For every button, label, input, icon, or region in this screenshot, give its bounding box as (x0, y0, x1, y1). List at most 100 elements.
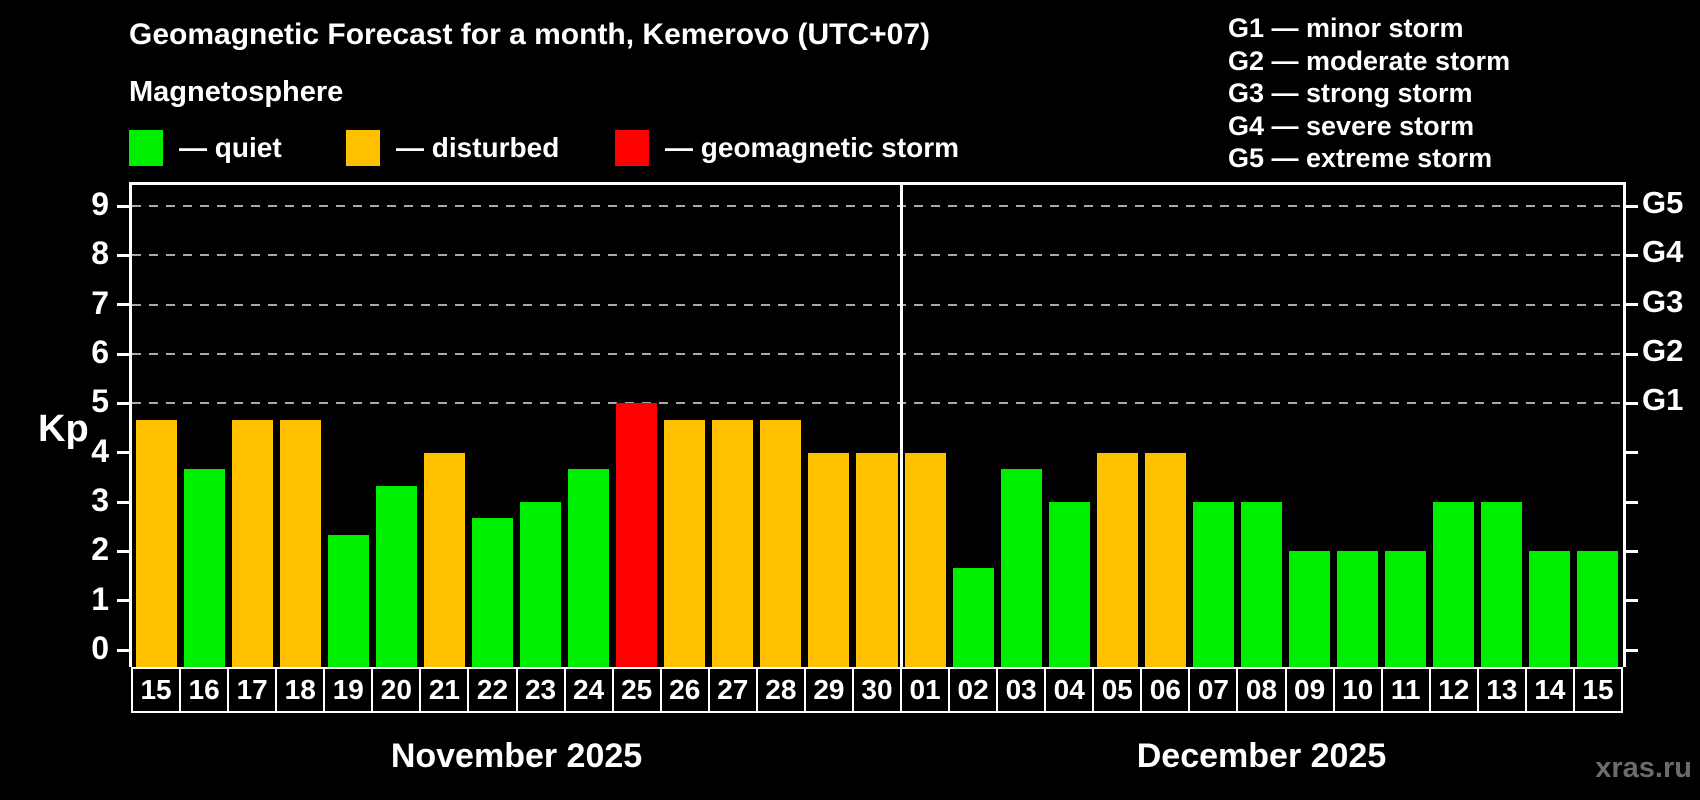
kp-bar-quiet (1048, 502, 1090, 667)
legend-label: — geomagnetic storm (665, 132, 960, 163)
kp-bar-quiet (183, 468, 225, 667)
y-tick-right (1625, 549, 1638, 553)
kp-bar-disturbed (1144, 452, 1186, 667)
kp-bar-disturbed (856, 452, 898, 667)
month-separator-line (899, 182, 903, 667)
y-tick-left (117, 451, 130, 455)
date-cell: 22 (467, 667, 518, 713)
kp-bar-disturbed (279, 419, 321, 667)
gridline-G2 (132, 353, 1622, 356)
kp-bar-quiet (1433, 502, 1475, 667)
y-tick-right (1625, 253, 1638, 257)
date-cell: 02 (948, 667, 999, 713)
date-cell: 17 (227, 667, 278, 713)
chart-title: Geomagnetic Forecast for a month, Kemero… (129, 18, 931, 51)
plot-border-right (1623, 182, 1626, 667)
date-cell: 09 (1284, 667, 1335, 713)
kp-bar-quiet (1577, 551, 1619, 667)
g-label-G1: G1 (1642, 382, 1684, 418)
y-tick-label: 2 (91, 531, 109, 568)
y-tick-left (117, 253, 130, 257)
legend-swatch-storm (615, 130, 649, 166)
storm-scale-line: G5 — extreme storm (1228, 143, 1493, 173)
plot-border-top (129, 182, 1626, 185)
kp-bar-disturbed (135, 419, 177, 667)
y-tick-left (117, 204, 130, 208)
watermark: xras.ru (1595, 752, 1692, 784)
date-cell: 23 (515, 667, 566, 713)
kp-bar-quiet (327, 535, 369, 667)
kp-bar-quiet (1385, 551, 1427, 667)
y-tick-label: 9 (91, 186, 109, 223)
date-cell: 19 (323, 667, 374, 713)
storm-scale-legend: G1 — minor storm G2 — moderate storm G3 — … (1228, 12, 1510, 175)
date-cell: 30 (851, 667, 903, 713)
y-tick-label: 0 (91, 630, 109, 666)
kp-bar-disturbed (904, 452, 946, 667)
date-cell: 15 (1572, 667, 1623, 713)
date-cell: 04 (1044, 667, 1095, 713)
date-cell: 10 (1332, 667, 1383, 713)
date-cell: 01 (900, 667, 951, 713)
date-cell: 05 (1092, 667, 1143, 713)
chart-subtitle: Magnetosphere (129, 76, 344, 108)
y-tick-label: 8 (91, 235, 109, 272)
date-cell: 29 (803, 667, 854, 713)
date-cell: 15 (131, 667, 182, 713)
date-cell: 12 (1428, 667, 1479, 713)
date-cell: 06 (1140, 667, 1191, 713)
legend-item: — geomagnetic storm (615, 128, 959, 168)
gridline-G4 (132, 254, 1622, 257)
g-label-G3: G3 (1642, 283, 1684, 319)
g-label-G2: G2 (1642, 333, 1684, 369)
storm-scale-line: G4 — severe storm (1228, 110, 1475, 141)
kp-bar-disturbed (760, 419, 802, 667)
kp-bar-disturbed (1096, 452, 1138, 667)
g-label-G4: G4 (1642, 234, 1684, 270)
gridline-G5 (132, 205, 1622, 208)
date-cell: 28 (755, 667, 806, 713)
gridline-G3 (132, 303, 1622, 306)
kp-bar-quiet (568, 468, 610, 667)
y-axis-title: Kp (38, 408, 89, 450)
kp-bar-quiet (520, 502, 562, 667)
plot-border-left (129, 182, 132, 667)
y-tick-right (1625, 303, 1638, 307)
legend-swatch-quiet (129, 130, 163, 166)
date-cell: 07 (1188, 667, 1239, 713)
y-tick-left (117, 352, 130, 356)
y-tick-right (1625, 352, 1638, 356)
y-tick-right (1625, 204, 1638, 208)
date-cell: 08 (1236, 667, 1287, 713)
date-cell: 13 (1476, 667, 1527, 713)
kp-bar-disturbed (231, 419, 273, 667)
y-tick-left (117, 549, 130, 553)
g-label-G5: G5 (1642, 185, 1684, 221)
legend-item: — quiet (129, 128, 282, 168)
date-cell: 11 (1380, 667, 1431, 713)
date-cell: 25 (611, 667, 662, 713)
kp-bar-quiet (1529, 551, 1571, 667)
date-cell: 16 (179, 667, 230, 713)
month-label: November 2025 (390, 737, 643, 775)
y-tick-label: 6 (91, 334, 109, 371)
kp-bar-disturbed (808, 452, 850, 667)
legend-label: — disturbed (396, 132, 560, 163)
y-tick-right (1625, 599, 1638, 603)
date-cell: 26 (659, 667, 710, 713)
kp-bar-quiet (1481, 502, 1523, 667)
y-tick-left (117, 599, 130, 603)
kp-bar-quiet (471, 518, 513, 667)
y-tick-label: 3 (91, 482, 109, 518)
gridline-G1 (132, 402, 1622, 405)
y-tick-label: 1 (91, 580, 109, 617)
kp-bar-quiet (1289, 551, 1331, 667)
y-tick-label: 7 (91, 284, 109, 321)
legend-label: — quiet (179, 132, 282, 163)
date-cell: 21 (419, 667, 470, 713)
y-tick-right (1625, 500, 1638, 504)
date-cell: 27 (707, 667, 758, 713)
storm-scale-line: G3 — strong storm (1228, 78, 1473, 108)
y-tick-left (117, 401, 130, 405)
date-cell: 18 (275, 667, 326, 713)
